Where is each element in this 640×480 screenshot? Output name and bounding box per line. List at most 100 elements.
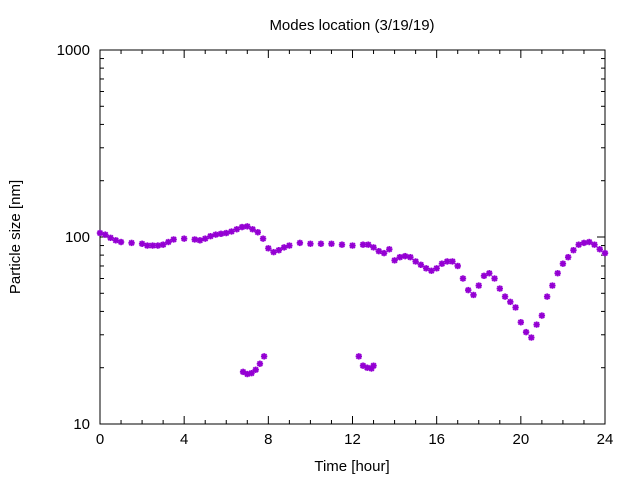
y-tick-label: 10 [73,416,90,433]
series-1 [96,223,609,341]
data-point [554,270,561,277]
data-point [196,237,204,244]
data-point [233,226,240,233]
x-tick-label: 8 [264,431,272,448]
series-2 [239,353,268,378]
data-point [512,304,519,311]
data-point [396,253,404,261]
data-point [223,229,230,237]
data-point [355,353,363,360]
data-point [112,237,119,244]
data-point [117,238,125,246]
data-point [428,267,435,274]
data-point [96,229,104,237]
data-point [338,241,346,248]
data-point [386,246,393,253]
data-point [528,334,535,341]
data-point [328,240,335,247]
data-point [359,241,367,248]
data-point [370,244,377,251]
data-point [244,223,251,230]
data-point [459,275,467,282]
data-point [601,249,609,257]
x-tick-label: 24 [597,431,614,448]
data-point [543,293,551,300]
data-point [286,242,293,249]
data-point [470,291,477,299]
y-axis-label: Particle size [nm] [7,180,24,294]
data-point [533,321,540,328]
data-point [480,272,488,280]
data-point [180,235,188,242]
data-point [507,298,514,306]
data-point [256,360,264,367]
data-point [438,260,446,267]
data-point [586,238,593,246]
data-point [165,238,172,246]
data-point [417,261,425,269]
data-point [275,246,283,254]
data-point [212,231,219,238]
data-point [102,231,109,238]
y-tick-label: 100 [65,229,90,246]
data-point [370,362,377,369]
data-point [491,275,498,282]
data-point [365,241,372,248]
data-point [407,253,414,261]
x-tick-label: 16 [428,431,445,448]
x-tick-label: 20 [512,431,529,448]
data-point [401,252,409,260]
data-point [260,353,268,360]
data-point [486,270,493,277]
data-point [549,282,556,289]
data-point [249,226,256,233]
data-point [191,236,198,243]
data-point [559,260,567,267]
data-point [501,293,509,300]
data-point [496,285,503,292]
data-point [564,253,572,261]
data-point [252,366,259,373]
data-point [575,241,582,248]
data-point [375,247,383,255]
data-point [280,244,288,251]
data-point [307,240,314,247]
data-point [475,282,482,289]
data-point [202,235,209,242]
data-point [107,234,114,242]
data-point [465,286,472,294]
data-point [170,236,177,243]
x-tick-label: 0 [96,431,104,448]
data-point [391,257,398,264]
data-point [207,232,214,240]
series-3 [355,353,377,372]
data-point [596,246,603,253]
data-point [591,241,598,248]
plot-area: 0 4 8 12 16 20 24 10 100 1000 [57,42,614,448]
data-point [138,240,146,247]
data-point [228,228,235,235]
x-tick-label: 4 [180,431,188,448]
data-point [570,246,577,254]
data-point [412,258,419,265]
y-tick-label: 1000 [57,42,90,59]
x-tick-label: 12 [344,431,361,448]
chart-title: Modes location (3/19/19) [269,17,434,34]
data-point [154,242,162,249]
data-point [522,328,530,336]
data-point [449,258,456,265]
data-point [128,239,135,247]
x-axis-label: Time [hour] [314,458,389,475]
data-point [433,265,440,272]
data-point [538,312,546,319]
data-point [159,241,167,248]
data-point [517,319,525,326]
data-point [265,245,272,252]
data-point [380,249,388,257]
data-point [259,235,267,242]
data-point [349,242,356,249]
data-point [454,262,461,270]
data-point [317,240,325,247]
